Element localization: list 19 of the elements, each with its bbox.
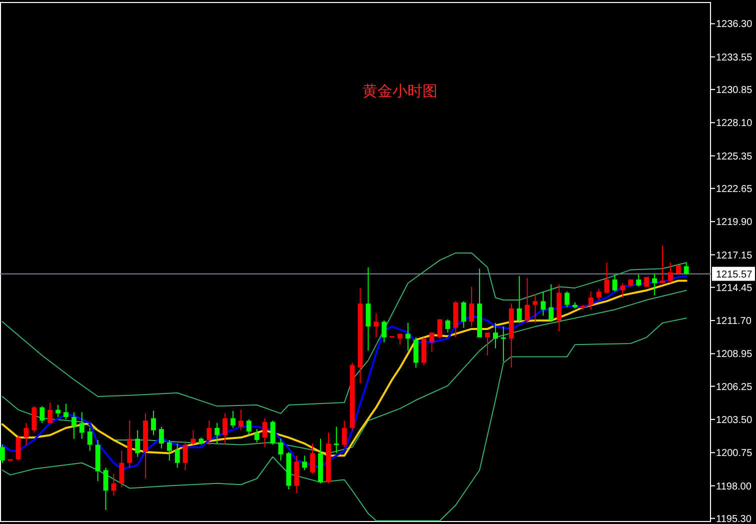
y-tick-label: 1236.30 xyxy=(716,19,753,30)
y-tick-label: 1208.95 xyxy=(716,349,753,360)
y-tick-label: 1217.15 xyxy=(716,250,753,262)
y-tick-label: 1230.85 xyxy=(716,84,753,96)
y-tick-label: 1203.50 xyxy=(716,414,753,426)
text: 黄金小时图 xyxy=(362,82,438,100)
ref-line-label: 1215.57 xyxy=(716,269,753,280)
y-tick-label: 1225.35 xyxy=(716,151,753,162)
y-tick-label: 1198.00 xyxy=(716,481,752,492)
y-tick-label: 1211.70 xyxy=(716,316,752,328)
y-tick-label: 1222.65 xyxy=(716,184,753,195)
y-tick-label: 1219.90 xyxy=(716,217,753,228)
y-tick-label: 1200.75 xyxy=(716,448,753,460)
ref-line: 1215.57 xyxy=(0,266,755,281)
y-tick-label: 1206.25 xyxy=(716,382,753,393)
y-tick-label: 1214.45 xyxy=(716,282,753,294)
y-tick-label: 1228.10 xyxy=(716,118,753,130)
y-tick-label: 1195.30 xyxy=(716,514,752,524)
y-tick-label: 1233.55 xyxy=(716,52,753,64)
